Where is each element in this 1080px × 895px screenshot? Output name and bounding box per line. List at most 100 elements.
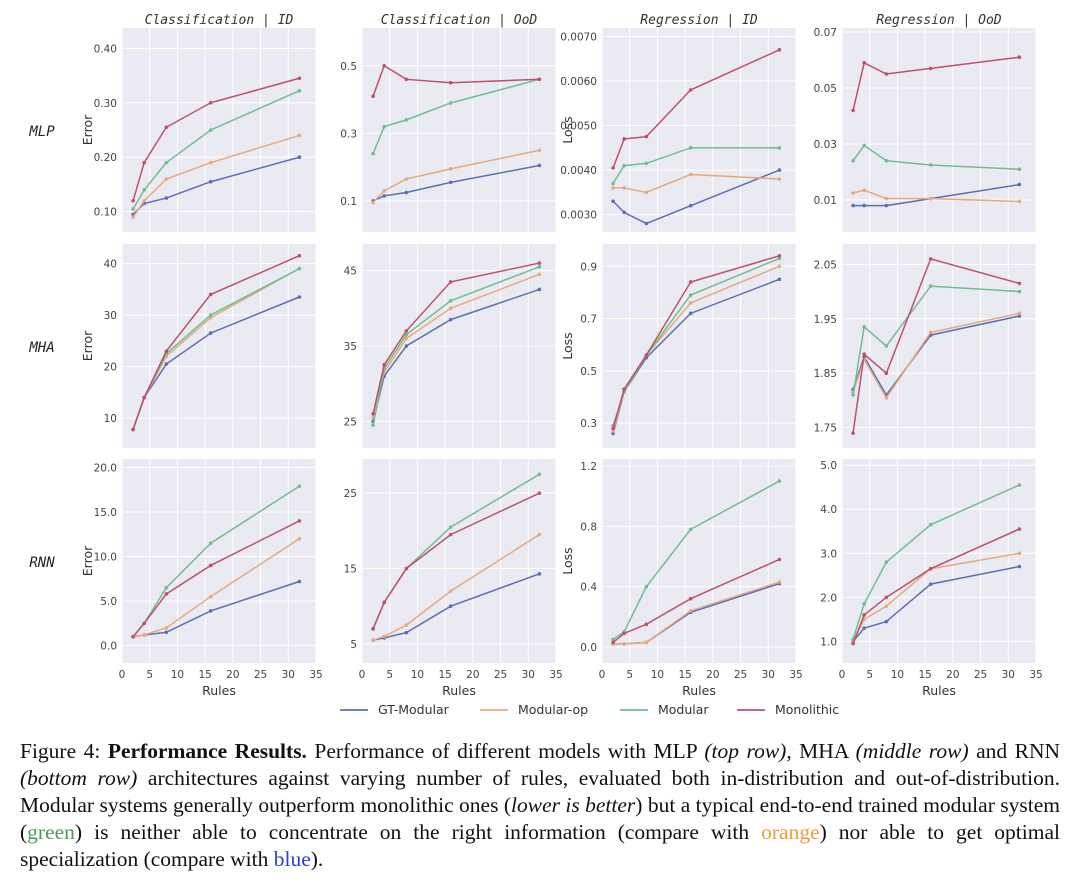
data-point — [297, 536, 302, 541]
x-tick-label: 15 — [678, 669, 691, 681]
data-point — [404, 623, 409, 627]
data-point — [208, 331, 213, 335]
data-point — [777, 580, 782, 584]
data-point — [382, 600, 386, 605]
data-point — [142, 621, 146, 626]
row-label: MLP — [28, 124, 55, 140]
data-point — [164, 362, 169, 366]
data-point — [622, 137, 626, 141]
data-point — [862, 61, 866, 65]
data-point — [851, 641, 855, 646]
data-point — [644, 221, 649, 226]
data-point — [611, 426, 615, 431]
y-tick-label: 1.0 — [820, 636, 837, 648]
data-point — [644, 134, 649, 139]
data-point — [884, 72, 889, 76]
data-point — [131, 198, 135, 203]
data-point — [611, 429, 615, 433]
y-tick-label: 3.0 — [820, 548, 837, 560]
caption-text: architectures against varying number of … — [20, 766, 1061, 817]
panel-background — [842, 244, 1036, 448]
data-point — [382, 124, 386, 129]
data-point — [448, 532, 453, 537]
data-point — [371, 423, 375, 427]
y-axis-label: Error — [80, 545, 95, 576]
data-point — [777, 557, 782, 562]
data-point — [1017, 527, 1022, 531]
x-tick-label: 0 — [599, 669, 606, 681]
y-tick-label: 1.95 — [814, 314, 837, 326]
data-point — [371, 412, 375, 416]
caption-text: ) nor able to get optimal specialization… — [20, 820, 1060, 871]
y-tick-label: 20.0 — [94, 462, 117, 474]
data-point — [644, 161, 649, 166]
y-tick-label: 15 — [344, 564, 357, 576]
data-point — [371, 94, 375, 99]
y-tick-label: 15.0 — [94, 507, 117, 519]
data-point — [884, 159, 889, 163]
data-point — [448, 589, 453, 593]
data-point — [537, 265, 542, 269]
y-axis-label: Loss — [560, 332, 575, 359]
data-point — [611, 181, 615, 186]
caption-italic: (middle row) — [855, 739, 969, 763]
data-point — [884, 344, 889, 348]
column-title: Regression | OoD — [876, 13, 1001, 28]
y-tick-label: 0.30 — [94, 98, 117, 110]
data-point — [688, 280, 693, 284]
x-tick-label: 35 — [309, 669, 322, 681]
data-point — [208, 179, 213, 184]
data-point — [688, 301, 693, 305]
data-point — [622, 210, 626, 215]
data-point — [297, 519, 302, 523]
y-tick-label: 0.0 — [580, 642, 597, 654]
y-tick-label: 0.5 — [580, 366, 597, 378]
x-tick-label: 15 — [198, 669, 211, 681]
data-point — [448, 180, 453, 185]
data-point — [448, 298, 453, 303]
data-point — [851, 203, 855, 208]
y-tick-label: 0.9 — [580, 261, 597, 273]
data-point — [928, 163, 933, 167]
caption-title: Performance Results. — [107, 739, 307, 763]
data-point — [448, 317, 453, 322]
x-tick-label: 0 — [359, 669, 366, 681]
y-tick-label: 45 — [344, 266, 357, 278]
x-tick-label: 5 — [386, 669, 393, 681]
x-tick-label: 25 — [254, 669, 267, 681]
data-point — [208, 563, 213, 568]
y-tick-label: 0.5 — [340, 61, 357, 73]
data-point — [142, 198, 146, 203]
data-point — [622, 631, 626, 636]
data-point — [371, 627, 375, 631]
data-point — [1017, 281, 1022, 286]
caption-text: and RNN — [968, 739, 1061, 763]
data-point — [928, 284, 933, 288]
y-tick-label: 10.0 — [94, 552, 117, 564]
figure-grid: Classification | ID Classification | OoD R… — [28, 13, 1042, 717]
data-point — [644, 584, 649, 589]
caption-text: ). — [310, 847, 324, 871]
data-point — [164, 196, 169, 200]
data-point — [644, 622, 649, 627]
data-point — [208, 160, 213, 165]
data-point — [688, 596, 693, 601]
caption-italic: (top row) — [704, 739, 787, 763]
data-point — [371, 638, 375, 642]
data-point — [851, 393, 855, 397]
data-point — [611, 186, 615, 190]
figure-caption: Figure 4: Performance Results. Performan… — [20, 738, 1060, 873]
y-tick-label: 0.8 — [580, 521, 597, 533]
y-tick-label: 0.7 — [580, 314, 597, 326]
data-point — [928, 330, 933, 335]
legend-label: GT-Modular — [378, 702, 450, 717]
x-tick-label: 5 — [866, 669, 873, 681]
data-point — [382, 194, 386, 198]
data-point — [1017, 167, 1022, 171]
data-point — [851, 431, 855, 435]
data-point — [208, 292, 213, 297]
data-point — [142, 188, 146, 192]
y-axis-label: Error — [80, 330, 95, 361]
data-point — [164, 177, 169, 181]
y-tick-label: 25 — [344, 488, 357, 500]
